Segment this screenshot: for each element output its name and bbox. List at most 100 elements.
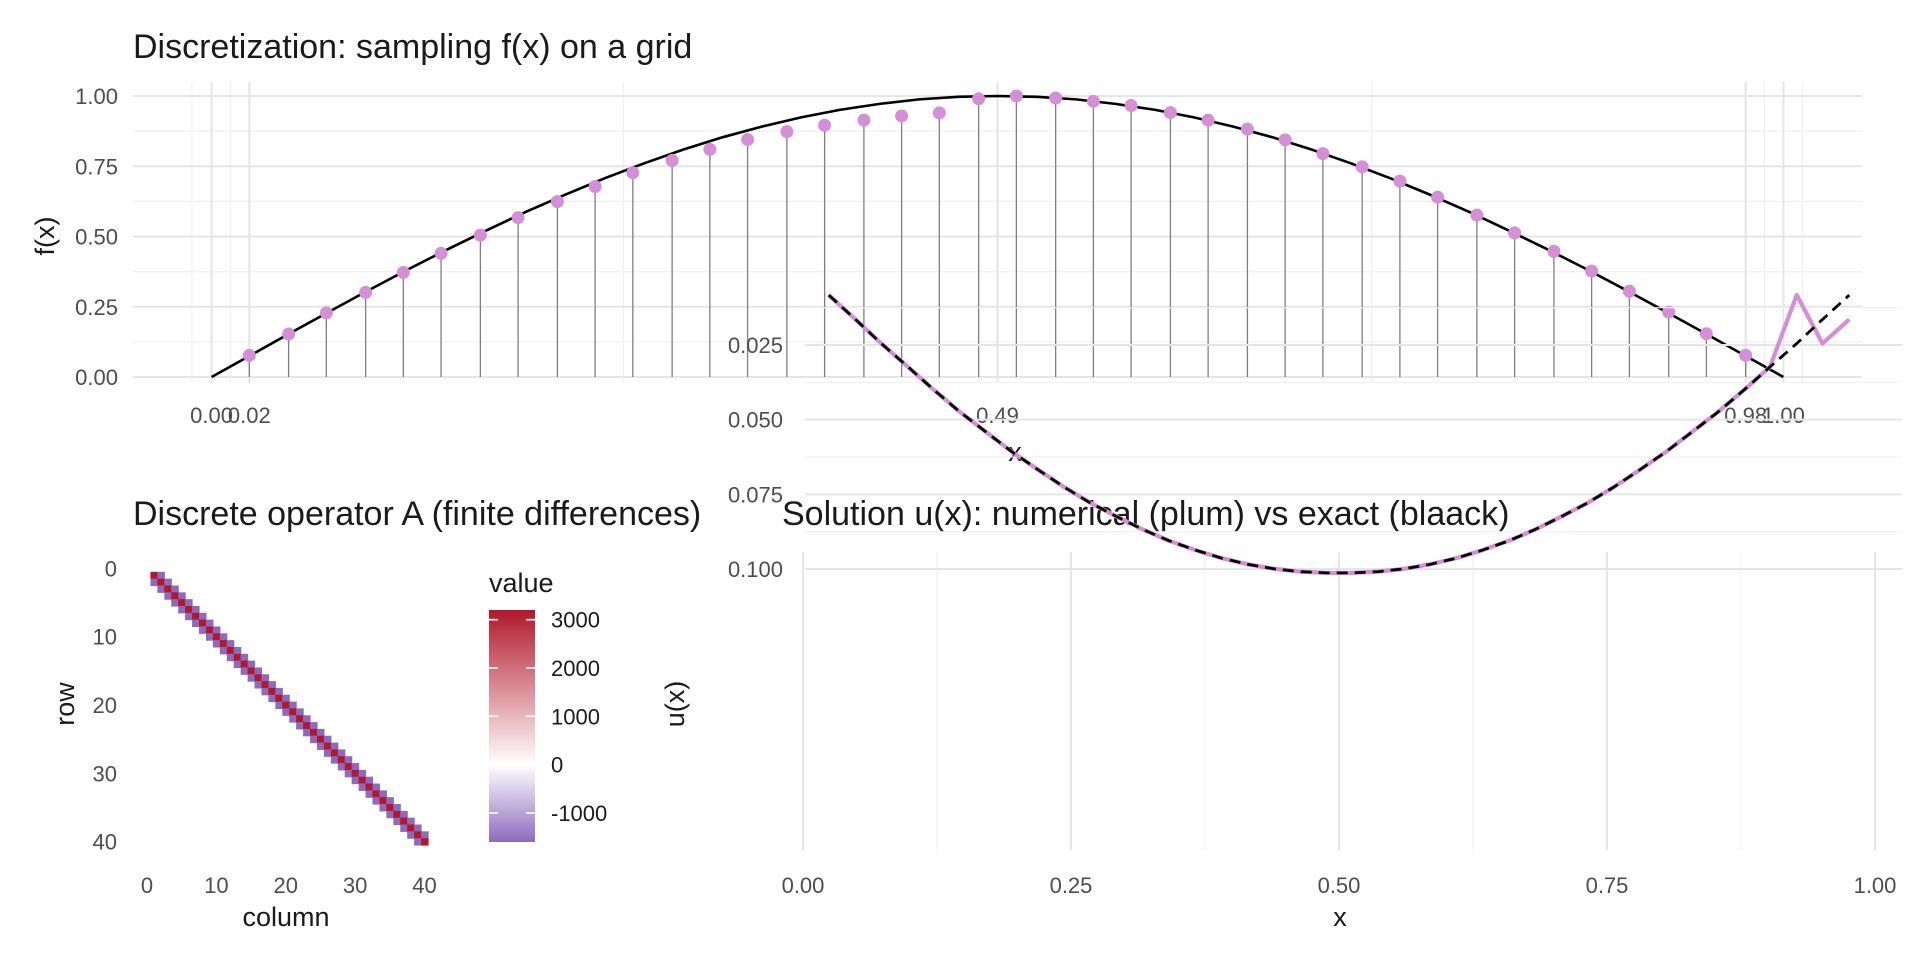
- operator-cell: [185, 605, 193, 614]
- x-tick-label: 0.00: [190, 403, 233, 428]
- operator-cell: [219, 640, 228, 648]
- y-tick-label: 0.075: [728, 482, 783, 507]
- operator-cell: [407, 831, 415, 839]
- operator-cell: [275, 701, 283, 710]
- operator-cell: [372, 783, 381, 791]
- x-tick-label: 0.02: [228, 403, 271, 428]
- operator-cell: [171, 585, 179, 593]
- solution-panel: Solution u(x): numerical (plum) vs exact…: [660, 292, 1902, 932]
- operator-cell: [226, 653, 235, 662]
- sample-point: [282, 327, 296, 341]
- x-tick-label: 0.49: [976, 403, 1019, 428]
- sample-point: [1699, 327, 1713, 341]
- operator-cell: [282, 701, 290, 710]
- sampling-x-ticks: 0.000.02 0.49 0.981.00: [190, 403, 1805, 428]
- operator-cell: [316, 728, 325, 737]
- operator-cell: [164, 592, 172, 600]
- operator-cell: [185, 612, 193, 621]
- y-tick-label: 0.25: [75, 295, 118, 320]
- x-tick-label: 0.25: [1050, 873, 1093, 898]
- operator-cell: [303, 722, 311, 730]
- sampling-y-axis-title: f(x): [30, 217, 60, 256]
- sample-point: [857, 113, 871, 127]
- operator-cell: [310, 722, 318, 730]
- y-tick-label: 1.00: [75, 84, 118, 109]
- operator-cell: [337, 756, 346, 764]
- exact-solution-line: [827, 294, 1851, 575]
- solution-title: Solution u(x): numerical (plum) vs exact…: [782, 495, 1509, 533]
- operator-cell: [233, 660, 242, 669]
- sample-point: [1124, 99, 1138, 113]
- x-tick-label: 10: [204, 873, 228, 898]
- solution-x-axis-title: x: [1333, 902, 1347, 932]
- x-tick-label: 20: [274, 873, 298, 898]
- operator-cell: [400, 810, 408, 819]
- sample-point: [1431, 190, 1445, 204]
- operator-y-ticks: 0 10 20 30 40: [93, 556, 117, 854]
- sample-point: [1470, 208, 1484, 222]
- sample-point: [1662, 305, 1676, 319]
- operator-cell: [164, 578, 172, 587]
- operator-cell: [323, 749, 332, 757]
- sample-point: [1393, 174, 1407, 188]
- operator-cell: [254, 667, 263, 675]
- y-tick-label: 0: [105, 556, 117, 581]
- x-tick-label: 1.00: [1854, 873, 1897, 898]
- operator-cell: [330, 742, 339, 750]
- operator-cell: [400, 824, 408, 832]
- operator-cell: [330, 756, 339, 764]
- operator-cell: [323, 742, 332, 750]
- legend-label: 0: [551, 753, 563, 778]
- sample-point: [1201, 113, 1215, 127]
- operator-cell: [414, 824, 422, 832]
- operator-cell: [421, 838, 429, 846]
- sample-point: [242, 348, 256, 362]
- operator-cell: [337, 763, 346, 771]
- operator-y-axis-title: row: [50, 682, 80, 726]
- operator-cell: [212, 633, 221, 641]
- legend-label: 2000: [551, 656, 600, 681]
- operator-cell: [268, 681, 276, 689]
- sample-point: [1163, 106, 1177, 120]
- operator-x-axis-title: column: [242, 902, 329, 932]
- operator-cell: [157, 578, 165, 587]
- operator-cell: [289, 708, 297, 716]
- operator-cell: [365, 776, 374, 785]
- operator-cell: [233, 653, 242, 662]
- operator-cell: [261, 674, 270, 682]
- operator-cell: [205, 619, 214, 628]
- operator-cell: [199, 619, 207, 628]
- operator-cell: [275, 694, 283, 703]
- sample-point: [703, 142, 717, 156]
- operator-cell: [157, 585, 165, 593]
- operator-cell: [199, 612, 207, 621]
- operator-cell: [261, 687, 270, 696]
- operator-cell: [199, 626, 207, 634]
- sampling-function-curve: [210, 94, 1785, 379]
- operator-cell: [323, 735, 332, 744]
- operator-cell: [192, 605, 200, 614]
- operator-cell: [330, 749, 339, 757]
- operator-cell: [254, 681, 263, 689]
- operator-cell: [289, 715, 297, 723]
- operator-cell: [240, 667, 249, 675]
- y-tick-label: 40: [93, 830, 117, 855]
- operator-cell: [386, 810, 394, 819]
- legend-title: value: [489, 568, 554, 598]
- solution-x-ticks: 0.00 0.25 0.50 0.75 1.00: [782, 873, 1897, 898]
- operator-cell: [254, 674, 263, 682]
- operator-cell: [268, 687, 276, 696]
- operator-cell: [379, 797, 387, 805]
- operator-cell: [164, 585, 172, 593]
- operator-cell: [296, 722, 304, 730]
- sample-point: [1086, 94, 1100, 108]
- operator-cell: [296, 708, 304, 716]
- sample-point: [473, 228, 487, 242]
- sample-point: [1355, 160, 1369, 174]
- sample-point: [359, 285, 373, 299]
- operator-cell: [150, 571, 158, 580]
- operator-cell: [212, 640, 221, 648]
- operator-cell: [379, 790, 387, 798]
- operator-cell: [303, 715, 311, 723]
